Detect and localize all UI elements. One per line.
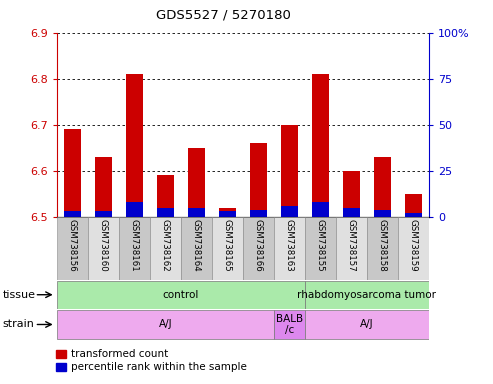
Text: GSM738166: GSM738166 [254, 219, 263, 271]
Bar [119, 217, 150, 280]
Bar [250, 210, 267, 217]
Text: GSM738155: GSM738155 [316, 219, 325, 271]
Bar [367, 217, 398, 280]
Bar [343, 171, 360, 217]
Bar [219, 212, 236, 217]
Bar [312, 74, 329, 217]
Text: GSM738161: GSM738161 [130, 219, 139, 271]
Text: control: control [163, 290, 199, 300]
Text: GSM738156: GSM738156 [68, 219, 77, 271]
Bar [405, 194, 422, 217]
Bar [305, 217, 336, 280]
Bar [188, 208, 205, 217]
Bar [305, 281, 429, 309]
Bar [336, 217, 367, 280]
Text: GSM738157: GSM738157 [347, 219, 356, 271]
Legend: transformed count, percentile rank within the sample: transformed count, percentile rank withi… [52, 345, 251, 376]
Bar [95, 157, 112, 217]
Bar [57, 217, 88, 280]
Bar [374, 210, 391, 217]
Text: GSM738162: GSM738162 [161, 219, 170, 271]
Bar [88, 217, 119, 280]
Bar [188, 148, 205, 217]
Bar [374, 157, 391, 217]
Bar [305, 310, 429, 339]
Bar [250, 143, 267, 217]
Bar [126, 74, 143, 217]
Bar [57, 310, 274, 339]
Text: GSM738165: GSM738165 [223, 219, 232, 271]
Bar [312, 202, 329, 217]
Text: GSM738163: GSM738163 [285, 219, 294, 271]
Text: BALB
/c: BALB /c [276, 314, 303, 335]
Bar [243, 217, 274, 280]
Bar [274, 310, 305, 339]
Text: strain: strain [2, 319, 35, 329]
Bar [64, 129, 81, 217]
Bar [157, 208, 174, 217]
Bar [95, 212, 112, 217]
Bar [150, 217, 181, 280]
Bar [274, 217, 305, 280]
Bar [281, 125, 298, 217]
Bar [219, 208, 236, 217]
Bar [343, 208, 360, 217]
Text: A/J: A/J [158, 319, 172, 329]
Bar [212, 217, 243, 280]
Text: rhabdomyosarcoma tumor: rhabdomyosarcoma tumor [297, 290, 436, 300]
Bar [126, 202, 143, 217]
Bar [398, 217, 429, 280]
Text: GDS5527 / 5270180: GDS5527 / 5270180 [156, 8, 290, 21]
Bar [181, 217, 212, 280]
Bar [57, 281, 305, 309]
Text: tissue: tissue [2, 290, 35, 300]
Text: GSM738159: GSM738159 [409, 219, 418, 271]
Bar [64, 212, 81, 217]
Text: GSM738158: GSM738158 [378, 219, 387, 271]
Bar [157, 175, 174, 217]
Text: GSM738160: GSM738160 [99, 219, 108, 271]
Text: GSM738164: GSM738164 [192, 219, 201, 271]
Bar [405, 213, 422, 217]
Text: A/J: A/J [360, 319, 374, 329]
Bar [281, 206, 298, 217]
